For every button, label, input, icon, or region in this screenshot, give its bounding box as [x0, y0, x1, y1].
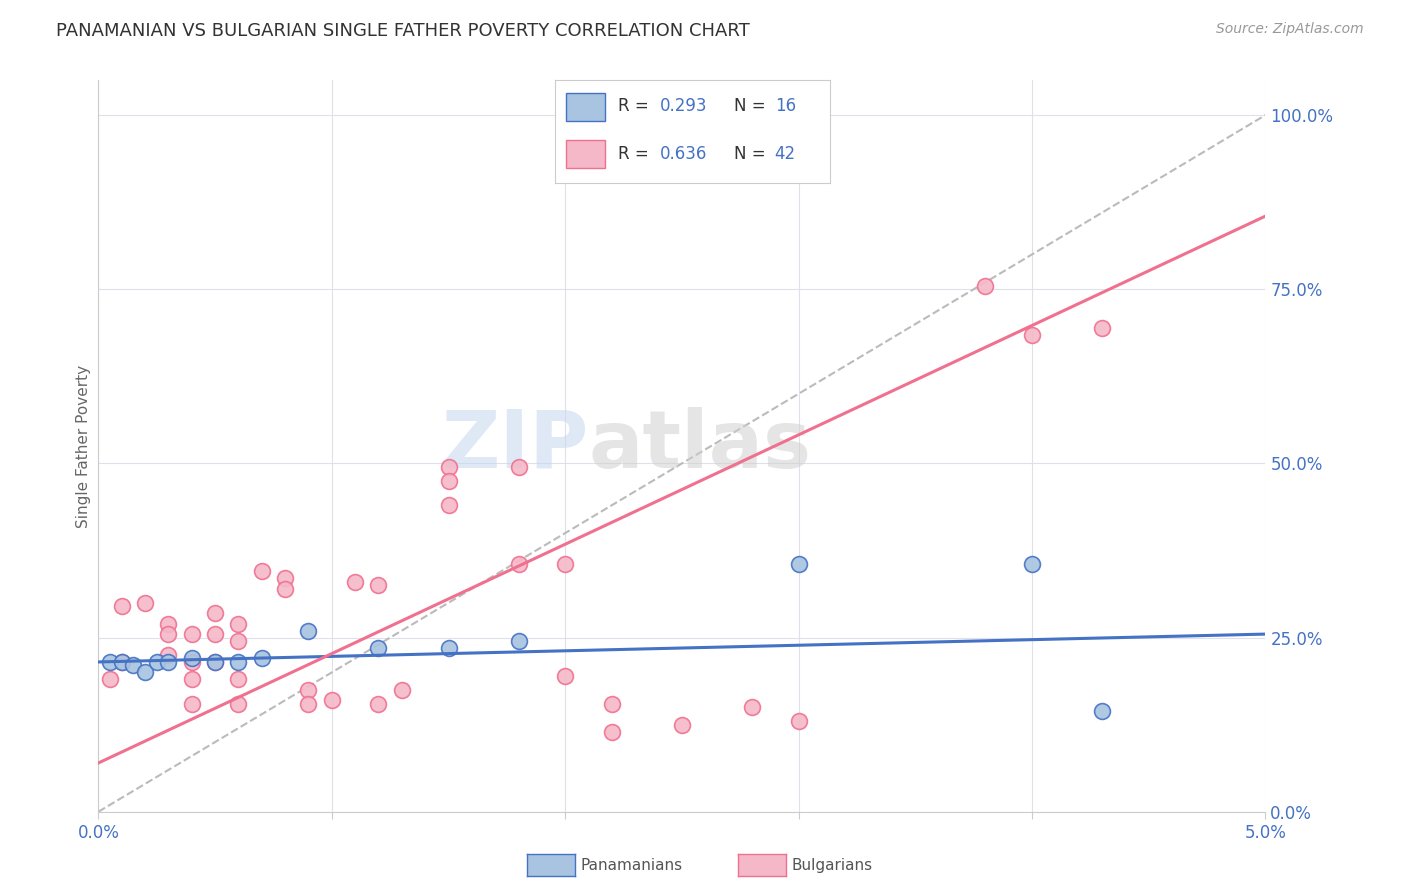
Point — [146, 655, 169, 669]
Point — [437, 498, 460, 512]
Point — [157, 655, 180, 669]
Point — [391, 682, 413, 697]
Text: Source: ZipAtlas.com: Source: ZipAtlas.com — [1216, 22, 1364, 37]
Point — [180, 673, 202, 687]
Point — [508, 634, 530, 648]
Point — [228, 673, 250, 687]
Point — [787, 714, 810, 728]
Point — [111, 599, 134, 614]
Point — [250, 565, 273, 579]
Point — [437, 474, 460, 488]
Point — [157, 616, 180, 631]
Point — [367, 640, 389, 655]
Point — [367, 578, 389, 592]
Text: atlas: atlas — [589, 407, 811, 485]
Point — [1091, 704, 1114, 718]
Y-axis label: Single Father Poverty: Single Father Poverty — [76, 365, 91, 527]
Point — [204, 655, 226, 669]
Text: N =: N = — [734, 145, 770, 162]
Point — [274, 582, 297, 596]
FancyBboxPatch shape — [567, 93, 605, 121]
Text: PANAMANIAN VS BULGARIAN SINGLE FATHER POVERTY CORRELATION CHART: PANAMANIAN VS BULGARIAN SINGLE FATHER PO… — [56, 22, 749, 40]
Text: 0.293: 0.293 — [659, 97, 707, 115]
Point — [228, 697, 250, 711]
Text: Panamanians: Panamanians — [581, 858, 683, 872]
Point — [228, 634, 250, 648]
Point — [180, 655, 202, 669]
Point — [554, 558, 576, 572]
Point — [600, 697, 623, 711]
Text: 42: 42 — [775, 145, 796, 162]
Point — [134, 596, 156, 610]
Point — [1091, 320, 1114, 334]
Point — [974, 278, 997, 293]
Text: N =: N = — [734, 97, 770, 115]
Point — [297, 697, 319, 711]
Point — [1021, 327, 1043, 342]
Point — [741, 700, 763, 714]
Point — [157, 648, 180, 662]
Point — [437, 459, 460, 474]
Text: R =: R = — [619, 97, 654, 115]
Point — [228, 616, 250, 631]
Point — [180, 627, 202, 641]
Point — [134, 665, 156, 680]
Point — [508, 459, 530, 474]
Point — [98, 655, 121, 669]
Point — [204, 627, 226, 641]
Point — [787, 139, 810, 153]
Point — [508, 558, 530, 572]
Point — [1021, 558, 1043, 572]
Point — [180, 651, 202, 665]
FancyBboxPatch shape — [567, 140, 605, 169]
Text: R =: R = — [619, 145, 654, 162]
Point — [122, 658, 145, 673]
Point — [321, 693, 343, 707]
Point — [204, 606, 226, 620]
Text: ZIP: ZIP — [441, 407, 589, 485]
Point — [367, 697, 389, 711]
Point — [671, 717, 693, 731]
Point — [180, 697, 202, 711]
Text: 16: 16 — [775, 97, 796, 115]
Point — [228, 655, 250, 669]
Point — [600, 724, 623, 739]
Point — [554, 669, 576, 683]
Point — [437, 640, 460, 655]
Point — [111, 655, 134, 669]
Point — [274, 571, 297, 585]
Point — [297, 624, 319, 638]
Point — [297, 682, 319, 697]
Point — [111, 655, 134, 669]
Point — [204, 655, 226, 669]
Text: Bulgarians: Bulgarians — [792, 858, 873, 872]
Point — [98, 673, 121, 687]
Point — [157, 627, 180, 641]
Point — [250, 651, 273, 665]
Text: 0.636: 0.636 — [659, 145, 707, 162]
Point — [787, 558, 810, 572]
Point — [344, 574, 367, 589]
